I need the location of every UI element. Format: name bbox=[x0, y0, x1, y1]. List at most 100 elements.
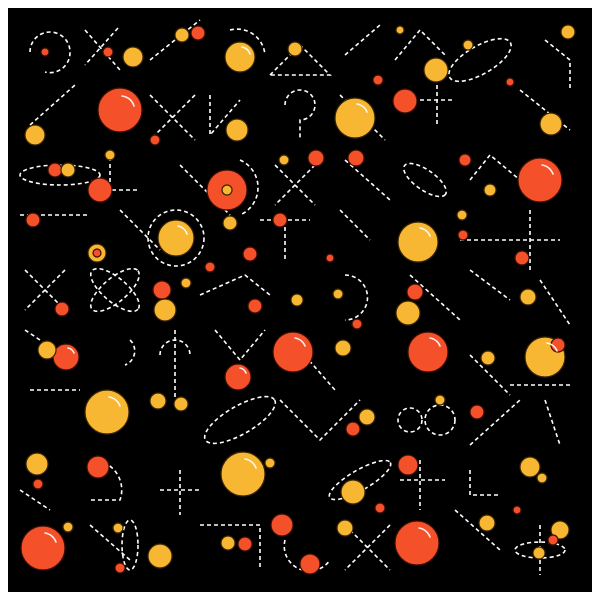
dot bbox=[60, 162, 76, 178]
dot bbox=[112, 522, 124, 534]
dot bbox=[24, 124, 46, 146]
dashed-line bbox=[469, 354, 511, 396]
dashed-line bbox=[409, 274, 461, 321]
dot bbox=[550, 520, 570, 540]
dot bbox=[37, 340, 57, 360]
dot bbox=[539, 112, 563, 136]
dashed-ellipse bbox=[89, 267, 141, 313]
dashed-line bbox=[209, 95, 241, 138]
dot bbox=[547, 534, 559, 546]
dot bbox=[434, 394, 446, 406]
dot bbox=[54, 301, 70, 317]
dashed-line bbox=[339, 209, 371, 241]
dashed-line bbox=[469, 269, 511, 301]
dot bbox=[221, 184, 233, 196]
highlight bbox=[546, 342, 558, 352]
dashed-line bbox=[519, 89, 571, 131]
dashed-line bbox=[344, 24, 446, 61]
dashed-cross bbox=[400, 460, 445, 510]
dot bbox=[397, 221, 439, 263]
dot bbox=[20, 525, 66, 571]
dot bbox=[104, 149, 116, 161]
dot bbox=[519, 456, 541, 478]
dot bbox=[40, 47, 50, 57]
dot bbox=[423, 57, 449, 83]
dot bbox=[87, 177, 113, 203]
highlight bbox=[429, 337, 441, 347]
dashed-line bbox=[119, 209, 161, 251]
dashed-line bbox=[544, 399, 561, 446]
dot bbox=[536, 472, 548, 484]
dot bbox=[224, 363, 252, 391]
highlight bbox=[67, 347, 75, 354]
dashed-ellipse bbox=[402, 162, 448, 198]
dashed-arc bbox=[159, 330, 191, 400]
dots bbox=[20, 24, 576, 575]
dot bbox=[32, 478, 44, 490]
highlight bbox=[239, 367, 247, 374]
dot bbox=[532, 546, 546, 560]
dot bbox=[332, 288, 344, 300]
dot bbox=[325, 253, 335, 263]
dot bbox=[264, 457, 276, 469]
dashed-line bbox=[200, 524, 261, 570]
highlight bbox=[419, 227, 431, 237]
dashed-arc bbox=[29, 31, 71, 74]
dot bbox=[25, 212, 41, 228]
dot bbox=[242, 246, 258, 262]
dashed-arc bbox=[239, 159, 259, 216]
dot bbox=[290, 293, 304, 307]
dot bbox=[224, 41, 256, 73]
dot bbox=[149, 134, 161, 146]
dot bbox=[174, 27, 190, 43]
highlight bbox=[541, 164, 554, 175]
dashed-line bbox=[469, 399, 521, 446]
dot bbox=[394, 520, 440, 566]
dashed-circle bbox=[397, 407, 423, 433]
dashed-arc bbox=[283, 539, 331, 572]
dot bbox=[157, 219, 195, 257]
dashed-ellipse bbox=[514, 541, 566, 559]
dashed-line bbox=[214, 329, 266, 362]
dot bbox=[220, 535, 236, 551]
highlight bbox=[121, 95, 135, 107]
dot bbox=[92, 248, 102, 258]
dot bbox=[149, 392, 167, 410]
dot bbox=[62, 521, 74, 533]
dot bbox=[272, 212, 288, 228]
dot bbox=[173, 396, 189, 412]
dashed-ellipse bbox=[121, 519, 139, 571]
dot bbox=[47, 162, 63, 178]
dot bbox=[287, 41, 303, 57]
dot bbox=[514, 250, 530, 266]
dot bbox=[345, 421, 361, 437]
dot bbox=[122, 46, 144, 68]
dot bbox=[395, 25, 405, 35]
highlight bbox=[294, 337, 306, 347]
dashed-line bbox=[344, 159, 391, 201]
dashed-circle bbox=[147, 209, 205, 267]
highlight bbox=[241, 46, 251, 55]
dashed-cross bbox=[84, 27, 121, 71]
dot bbox=[457, 229, 469, 241]
dot bbox=[406, 283, 424, 301]
dashed-cross bbox=[274, 164, 316, 206]
dot bbox=[517, 157, 563, 203]
dot bbox=[222, 215, 238, 231]
highlights bbox=[44, 46, 558, 543]
dashed-arc bbox=[284, 89, 316, 140]
dashed-cross bbox=[24, 269, 66, 311]
dashed-line bbox=[109, 150, 140, 191]
dot bbox=[512, 505, 522, 515]
dashed-line bbox=[19, 489, 51, 511]
dot bbox=[278, 154, 290, 166]
dashed-arc bbox=[229, 28, 266, 56]
dot bbox=[52, 343, 80, 371]
dot bbox=[114, 562, 126, 574]
dot bbox=[519, 288, 537, 306]
dashed-line bbox=[279, 399, 361, 442]
highlight bbox=[244, 458, 257, 469]
dashed-ellipse bbox=[203, 395, 277, 445]
dot bbox=[153, 298, 177, 322]
